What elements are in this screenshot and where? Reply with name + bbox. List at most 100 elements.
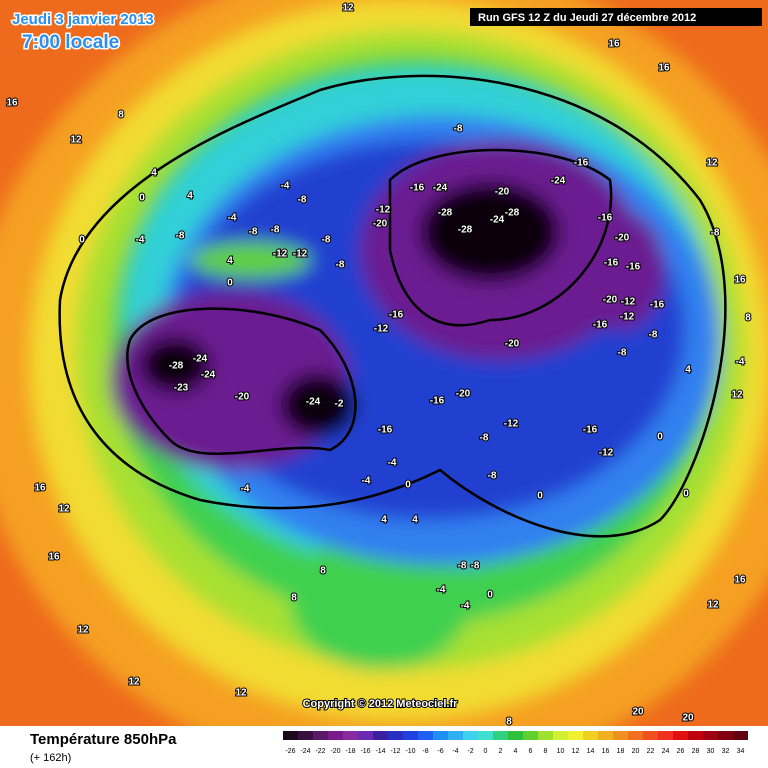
contour-label: -8: [298, 195, 307, 206]
contour-label: -8: [488, 471, 497, 482]
contour-label: -4: [362, 476, 371, 487]
contour-label: 0: [487, 590, 493, 601]
contour-label: -8: [649, 330, 658, 341]
contour-label: -16: [604, 258, 619, 269]
contour-label: -20: [373, 219, 388, 230]
contour-label: -8: [454, 124, 463, 135]
scale-label: 24: [662, 748, 670, 755]
contour-label: -8: [458, 561, 467, 572]
scale-swatch: [538, 731, 553, 740]
contour-label: -16: [430, 396, 445, 407]
contour-label: -12: [621, 297, 636, 308]
date: Jeudi 3 janvier 2013: [12, 11, 154, 28]
contour-label: 12: [706, 158, 718, 169]
scale-label: -2: [467, 748, 473, 755]
contour-label: -8: [471, 561, 480, 572]
contour-label: 12: [731, 390, 743, 401]
scale-label: -10: [405, 748, 415, 755]
contour-label: -8: [322, 235, 331, 246]
contour-label: 4: [227, 256, 233, 267]
contour-label: 8: [745, 313, 751, 324]
scale-swatch: [478, 731, 493, 740]
contour-label: 0: [683, 489, 689, 500]
copyright: Copyright © 2012 Meteociel.fr: [303, 698, 459, 710]
scale-label: 14: [587, 748, 595, 755]
contour-label: 8: [118, 110, 124, 121]
scale-label: 10: [557, 748, 565, 755]
contour-label: -12: [273, 249, 288, 260]
contour-label: -20: [615, 233, 630, 244]
scale-swatch: [418, 731, 433, 740]
contour-label: -12: [620, 312, 635, 323]
contour-label: -16: [593, 320, 608, 331]
contour-label: -24: [193, 354, 208, 365]
time: 7:00 locale: [22, 32, 119, 53]
contour-label: 16: [658, 63, 670, 74]
contour-label: 4: [685, 365, 691, 376]
scale-swatch: [598, 731, 613, 740]
scale-label: 34: [737, 748, 745, 755]
contour-label: -28: [505, 208, 520, 219]
contour-label: -16: [598, 213, 613, 224]
scale-swatch: [343, 731, 358, 740]
contour-label: -12: [374, 324, 389, 335]
scale-swatch: [283, 731, 298, 740]
color-scale: -26 -24 -22 -20 -18 -16 -14 -12 -10 -8 -6 -4 -2 0 2 4 6 8…: [283, 731, 748, 755]
scale-swatch: [613, 731, 628, 740]
scale-label: -14: [375, 748, 385, 755]
scale-label: -18: [345, 748, 355, 755]
contour-label: 8: [320, 566, 326, 577]
contour-label: 12: [235, 688, 247, 699]
contour-label: 0: [657, 432, 663, 443]
scale-label: -4: [452, 748, 458, 755]
footer-lead: (+ 162h): [30, 752, 71, 764]
contour-label: 12: [128, 677, 140, 688]
scale-label: 28: [692, 748, 700, 755]
scale-swatch: [358, 731, 373, 740]
contour-label: 4: [151, 168, 157, 179]
scale-swatch: [448, 731, 463, 740]
contour-label: 20: [632, 707, 644, 718]
scale-swatch: [388, 731, 403, 740]
scale-swatch: [493, 731, 508, 740]
contour-label: 12: [58, 504, 70, 515]
scale-label: 16: [602, 748, 610, 755]
run-label: Run GFS 12 Z du Jeudi 27 décembre 2012: [478, 12, 696, 24]
scale-label: 30: [707, 748, 715, 755]
scale-swatch: [298, 731, 313, 740]
contour-label: 16: [734, 275, 746, 286]
scale-swatch: [313, 731, 328, 740]
contour-label: -28: [169, 361, 184, 372]
contour-label: -12: [599, 448, 614, 459]
scale-label: 26: [677, 748, 685, 755]
contour-label: -8: [711, 228, 720, 239]
contour-label: -16: [583, 425, 598, 436]
contour-label: -20: [235, 392, 250, 403]
contour-label: -20: [495, 187, 510, 198]
contour-label: -24: [201, 370, 216, 381]
scale-swatch: [658, 731, 673, 740]
contour-label: -28: [458, 225, 473, 236]
contour-label: 12: [77, 625, 89, 636]
contour-label: 0: [405, 480, 411, 491]
contour-label: 12: [70, 135, 82, 146]
contour-label: -8: [271, 225, 280, 236]
scale-label: -16: [360, 748, 370, 755]
contour-label: -4: [461, 601, 470, 612]
contour-label: -12: [376, 205, 391, 216]
contour-label: 12: [342, 3, 354, 14]
contour-label: 16: [608, 39, 620, 50]
scale-swatch: [328, 731, 343, 740]
scale-swatch: [643, 731, 658, 740]
scale-swatch: [583, 731, 598, 740]
run-box: [470, 8, 762, 26]
contour-label: -23: [174, 383, 189, 394]
contour-label: -12: [293, 249, 308, 260]
scale-label: 2: [499, 748, 503, 755]
contour-label: -8: [480, 433, 489, 444]
contour-label: 0: [139, 193, 145, 204]
contour-label: -16: [626, 262, 641, 273]
scale-swatch: [673, 731, 688, 740]
scale-label: 12: [572, 748, 580, 755]
